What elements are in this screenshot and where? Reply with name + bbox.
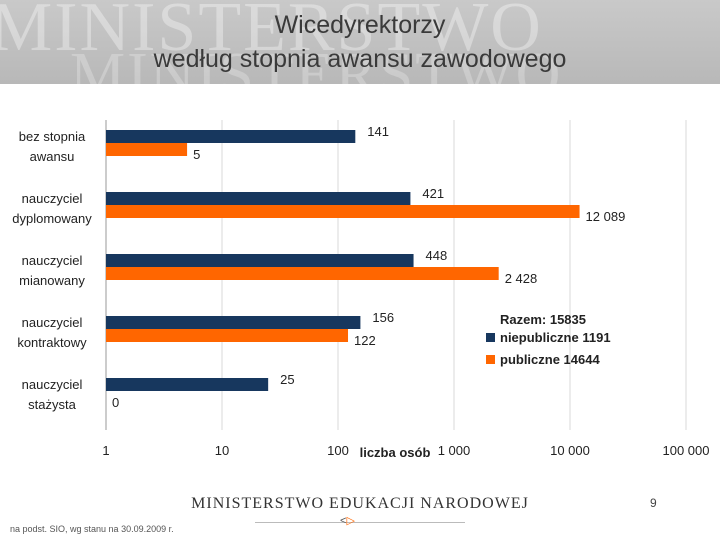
category-label: mianowany [19,273,85,288]
bar-publiczne [106,143,188,156]
chart-bars: 141 5 421 12 089 448 2 428 156 122 25 0 [106,124,625,410]
source-note: na podst. SIO, wg stanu na 30.09.2009 r. [10,524,174,534]
category-label: kontraktowy [17,335,87,350]
watermark-text: MINISTERSTWO [0,0,543,66]
category-label: bez stopnia [19,129,86,144]
category-labels: bez stopnia awansu nauczyciel dyplomowany na… [12,129,92,412]
category-label: stażysta [28,397,76,412]
data-label: 448 [426,248,448,263]
x-tick-label: 10 000 [550,443,590,458]
legend-title: Razem: 15835 [500,312,586,327]
data-label: 122 [354,333,376,348]
bar-publiczne [106,267,499,280]
x-axis-ticks: 1 10 100 1 000 10 000 100 000 [102,443,709,458]
data-label: 421 [422,186,444,201]
bar-publiczne [106,329,349,342]
category-label: nauczyciel [22,377,83,392]
data-label: 0 [112,395,119,410]
x-tick-label: 10 [215,443,229,458]
legend-entry: niepubliczne 1191 [500,330,611,345]
data-label: 12 089 [586,209,626,224]
ministry-logo-icon: <▷ [340,515,355,527]
bar-niepubliczne [106,130,356,143]
x-tick-label: 100 [327,443,349,458]
ministry-name: MINISTERSTWO EDUKACJI NARODOWEJ [191,495,529,512]
bar-niepubliczne [106,378,269,391]
data-label: 156 [372,310,394,325]
chart-legend: Razem: 15835 niepubliczne 1191 publiczne … [486,312,611,367]
data-label: 25 [280,372,294,387]
bar-chart: 141 5 421 12 089 448 2 428 156 122 25 0 bez stopn… [12,120,710,460]
slide-title-line1: Wicedyrektorzy [274,11,446,39]
slide-title-line2: według stopnia awansu zawodowego [153,45,567,73]
x-tick-label: 100 000 [663,443,710,458]
legend-swatch [486,355,495,364]
x-tick-label: 1 000 [438,443,471,458]
bar-niepubliczne [106,254,414,267]
category-label: nauczyciel [22,315,83,330]
legend-entry: publiczne 14644 [500,352,600,367]
x-tick-label: 1 [102,443,109,458]
footer-divider [255,522,465,523]
data-label: 2 428 [505,271,538,286]
watermark-text-secondary: MINISTERSTWO [70,41,563,84]
page-number: 9 [650,496,657,510]
bar-niepubliczne [106,316,361,329]
header-banner: MINISTERSTWO MINISTERSTWO Wicedyrektorzy… [0,0,720,84]
slide-title: Wicedyrektorzy według stopnia awansu zaw… [0,8,720,76]
category-label: awansu [30,149,75,164]
category-label: nauczyciel [22,191,83,206]
bar-publiczne [106,205,580,218]
category-label: nauczyciel [22,253,83,268]
x-axis-label: liczba osób [360,445,431,460]
category-label: dyplomowany [12,211,92,226]
legend-swatch [486,333,495,342]
data-label: 5 [193,147,200,162]
data-label: 141 [367,124,389,139]
bar-niepubliczne [106,192,411,205]
